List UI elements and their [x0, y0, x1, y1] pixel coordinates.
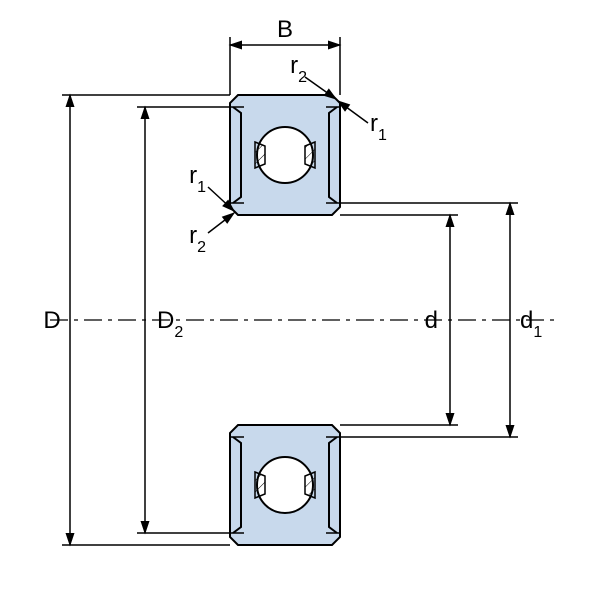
svg-text:r2: r2 — [189, 222, 206, 256]
svg-text:D: D — [43, 307, 60, 334]
svg-text:r1: r1 — [189, 162, 206, 196]
svg-text:d: d — [425, 307, 438, 334]
svg-text:r2: r2 — [290, 52, 307, 86]
bearing-svg: B D D2 d d1 r2 r1 r1 r2 — [0, 0, 600, 600]
svg-text:d1: d1 — [520, 307, 542, 341]
bearing-diagram: B D D2 d d1 r2 r1 r1 r2 — [0, 0, 600, 600]
svg-text:r1: r1 — [370, 110, 387, 144]
svg-text:D2: D2 — [157, 307, 183, 341]
svg-text:B: B — [277, 16, 293, 43]
